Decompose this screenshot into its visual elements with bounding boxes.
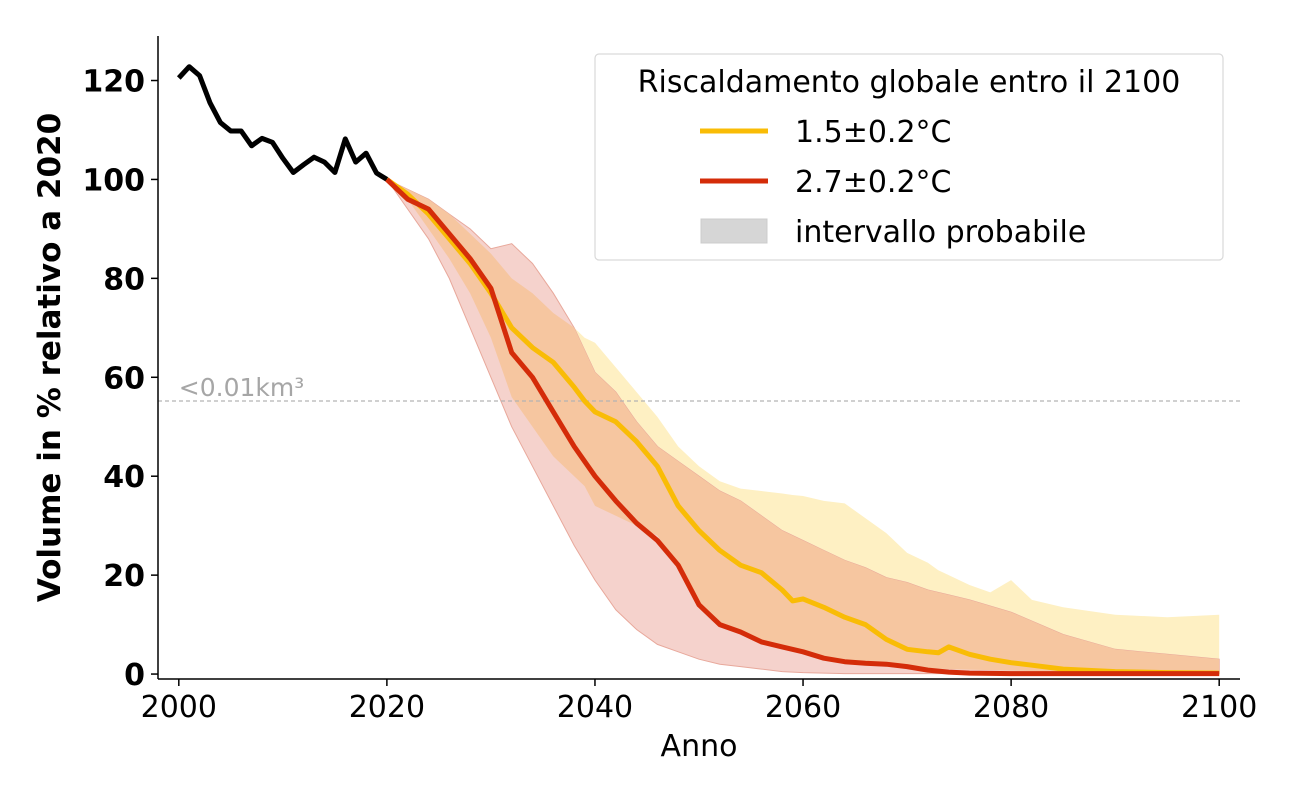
legend-entry-2-7: 2.7±0.2°C: [795, 165, 952, 200]
y-tick-label: 100: [82, 163, 145, 198]
y-tick-label: 120: [82, 65, 145, 100]
x-tick-label: 2000: [141, 690, 217, 725]
y-tick-label: 0: [124, 658, 145, 693]
threshold-line: <0.01km³: [158, 373, 1240, 402]
x-tick-label: 2020: [349, 690, 425, 725]
series-line-1-5: [385, 177, 1220, 676]
legend-entry-likely-range: intervallo probabile: [795, 215, 1086, 250]
x-ticks: 2000 2020 2040 2060 2080 2100: [141, 679, 1257, 725]
series-line-2-7: [385, 177, 1220, 677]
threshold-label: <0.01km³: [179, 373, 304, 402]
legend: Riscaldamento globale entro il 2100 1.5±…: [594, 53, 1224, 261]
y-ticks: 0 20 40 60 80 100 120: [82, 65, 158, 693]
y-tick-label: 80: [103, 262, 145, 297]
legend-swatch-likely-range: [700, 218, 768, 244]
y-tick-label: 40: [103, 460, 145, 495]
x-tick-label: 2080: [973, 690, 1049, 725]
likely-range-bands: [385, 178, 1220, 675]
legend-title: Riscaldamento globale entro il 2100: [638, 65, 1181, 100]
legend-box: [594, 53, 1224, 261]
x-tick-label: 2060: [765, 690, 841, 725]
x-tick-label: 2040: [557, 690, 633, 725]
historical-line: [176, 64, 389, 182]
x-tick-label: 2100: [1181, 690, 1257, 725]
x-axis-label: Anno: [661, 729, 738, 764]
series-lines: [176, 64, 1220, 677]
y-tick-label: 60: [103, 361, 145, 396]
legend-entry-1-5: 1.5±0.2°C: [795, 115, 952, 150]
axes: [157, 36, 1240, 680]
y-tick-label: 20: [103, 559, 145, 594]
y-axis-label: Volume in % relativo a 2020: [32, 113, 68, 602]
